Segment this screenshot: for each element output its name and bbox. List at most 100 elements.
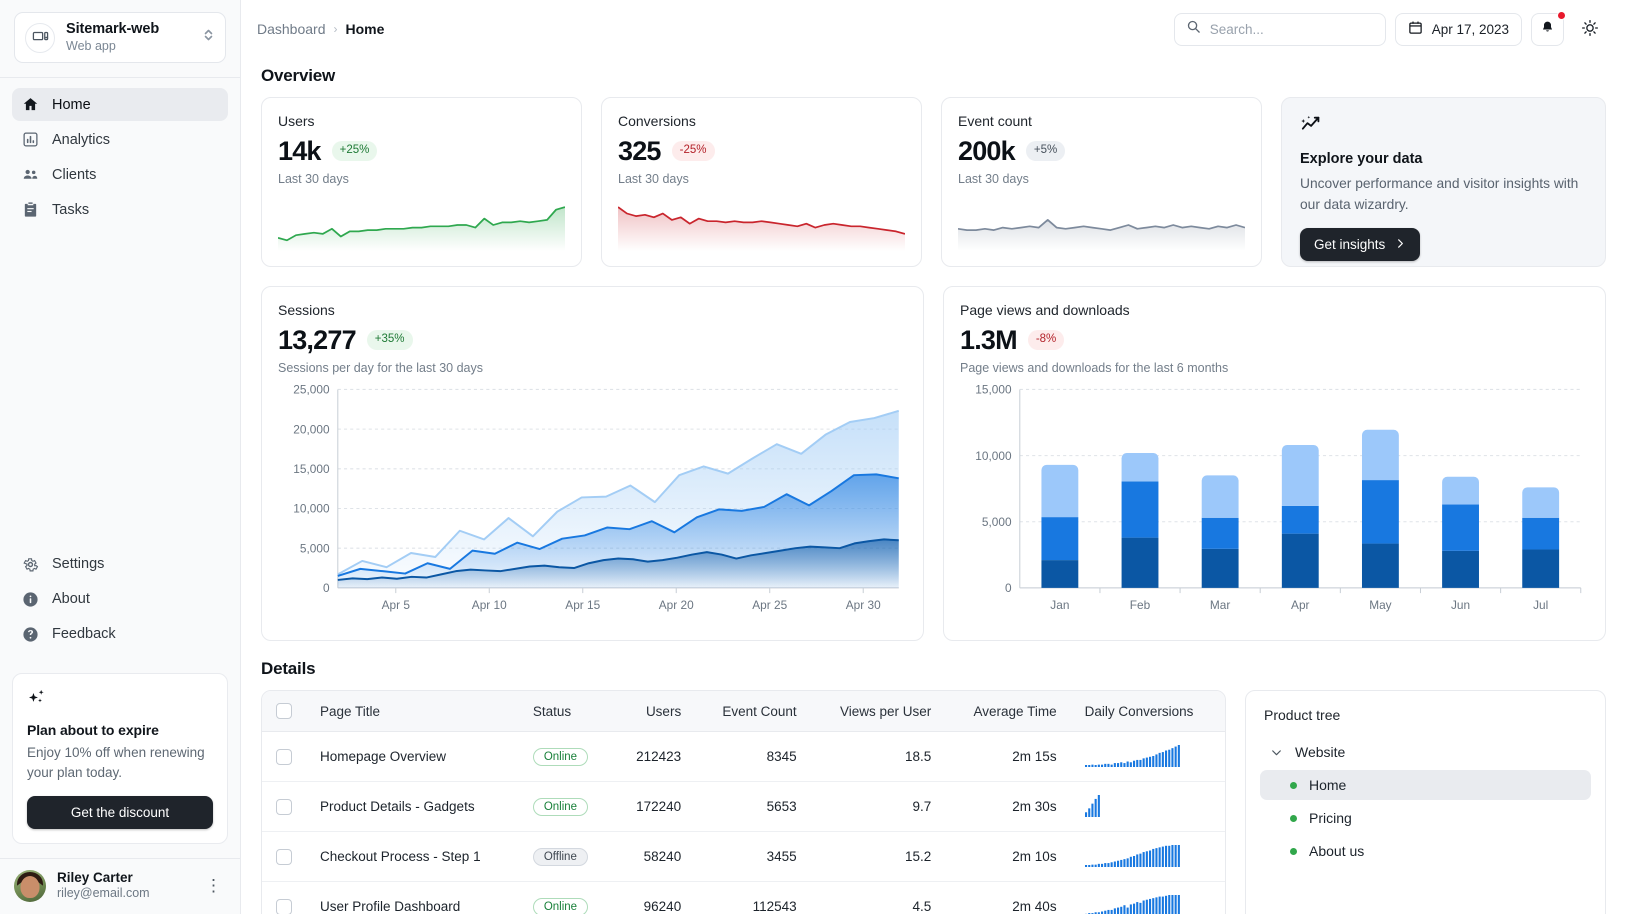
table-row[interactable]: Homepage Overview Online 212423 8345 18.… bbox=[262, 731, 1225, 783]
chevron-updown-icon[interactable] bbox=[202, 27, 215, 48]
sidebar-item-analytics[interactable]: Analytics bbox=[12, 123, 228, 156]
table-row[interactable]: Checkout Process - Step 1 Offline 58240 … bbox=[262, 831, 1225, 883]
sessions-chart[interactable]: 0 5,000 10,000 15,000 20,000 25,000 Apr 5 Apr 1… bbox=[278, 379, 907, 630]
conversions-sparkline bbox=[617, 199, 906, 256]
explore-data-card: Explore your data Uncover performance an… bbox=[1281, 97, 1606, 267]
stat-subtitle: Last 30 days bbox=[618, 172, 689, 187]
gear-icon bbox=[22, 556, 39, 573]
bell-icon bbox=[1540, 20, 1555, 38]
pageviews-chart[interactable]: 0 5,000 10,000 15,000 Jan Feb Mar Apr May Jun Jul bbox=[960, 379, 1589, 630]
table-body: Homepage Overview Online 212423 8345 18.… bbox=[262, 731, 1225, 914]
sessions-title: Sessions bbox=[278, 302, 335, 318]
sessions-subtitle: Sessions per day for the last 30 days bbox=[278, 361, 483, 376]
get-discount-button[interactable]: Get the discount bbox=[27, 795, 213, 829]
tree-node-pricing[interactable]: Pricing bbox=[1260, 803, 1591, 833]
sidebar-item-feedback[interactable]: Feedback bbox=[12, 618, 228, 651]
cell-average-time: 2m 15s bbox=[945, 731, 1071, 783]
get-insights-label: Get insights bbox=[1314, 237, 1386, 253]
svg-text:Jan: Jan bbox=[1050, 598, 1069, 612]
select-all-checkbox[interactable] bbox=[276, 703, 292, 720]
pageviews-card: Page views and downloads 1.3M -8% Page v… bbox=[943, 286, 1606, 641]
stat-card-users: Users 14k +25% Last 30 days bbox=[261, 97, 582, 267]
details-title: Details bbox=[261, 659, 316, 678]
stat-subtitle: Last 30 days bbox=[278, 172, 349, 187]
row-select-cell[interactable] bbox=[262, 831, 306, 883]
cell-daily-conversions bbox=[1070, 731, 1225, 783]
product-tree-title: Product tree bbox=[1264, 707, 1341, 723]
stat-label: Conversions bbox=[618, 113, 696, 129]
search-input[interactable] bbox=[1209, 21, 1374, 37]
col-daily-conversions[interactable]: Daily Conversions bbox=[1070, 691, 1225, 733]
status-badge: +25% bbox=[331, 141, 378, 162]
svg-text:25,000: 25,000 bbox=[293, 383, 330, 397]
tree-node-label: Pricing bbox=[1309, 810, 1352, 826]
row-select-cell[interactable] bbox=[262, 731, 306, 783]
sidebar-item-about[interactable]: About bbox=[12, 583, 228, 616]
cell-users: 58240 bbox=[612, 831, 696, 883]
cell-page-title: Homepage Overview bbox=[306, 731, 519, 783]
sidebar-divider-top bbox=[0, 77, 240, 79]
sidebar-item-home[interactable]: Home bbox=[12, 88, 228, 122]
col-average-time[interactable]: Average Time bbox=[945, 691, 1071, 733]
stat-card-event-count: Event count 200k +5% Last 30 days bbox=[941, 97, 1262, 267]
row-checkbox[interactable] bbox=[276, 849, 292, 866]
tree-node-home[interactable]: Home bbox=[1260, 770, 1591, 800]
row-select-cell[interactable] bbox=[262, 781, 306, 833]
search-box[interactable] bbox=[1173, 12, 1386, 46]
daily-conversions-sparkline bbox=[1084, 795, 1100, 818]
cell-daily-conversions bbox=[1070, 781, 1225, 833]
pageviews-value: 1.3M bbox=[960, 325, 1018, 355]
status-badge: Offline bbox=[532, 847, 588, 866]
tree-node-website[interactable]: Website bbox=[1260, 737, 1591, 767]
row-select-cell[interactable] bbox=[262, 882, 306, 914]
theme-toggle-button[interactable] bbox=[1573, 13, 1606, 46]
cell-event-count: 3455 bbox=[695, 831, 811, 883]
svg-text:5,000: 5,000 bbox=[300, 542, 330, 556]
breadcrumb: Dashboard › Home bbox=[257, 21, 384, 37]
select-all-header bbox=[262, 691, 306, 733]
sessions-value: 13,277 bbox=[278, 325, 357, 355]
sidebar-item-clients[interactable]: Clients bbox=[12, 158, 228, 191]
svg-text:Apr 15: Apr 15 bbox=[565, 598, 600, 612]
brand-subtitle: Web app bbox=[66, 39, 116, 54]
topbar: Dashboard › Home bbox=[241, 0, 1626, 58]
notifications-button[interactable] bbox=[1531, 10, 1566, 46]
status-dot bbox=[1290, 847, 1297, 855]
main-area: Dashboard › Home bbox=[241, 0, 1626, 914]
table-row[interactable]: Product Details - Gadgets Online 172240 … bbox=[262, 781, 1225, 833]
tree-node-about-us[interactable]: About us bbox=[1260, 836, 1591, 866]
col-page-title[interactable]: Page Title bbox=[306, 691, 519, 733]
tree-node-label: About us bbox=[1309, 843, 1365, 859]
table-head: Page Title Status Users Event Count View… bbox=[262, 691, 1225, 733]
sidebar-nav: Home Analytics bbox=[0, 78, 240, 228]
row-checkbox[interactable] bbox=[276, 799, 292, 816]
search-icon bbox=[1186, 19, 1201, 39]
row-checkbox[interactable] bbox=[276, 749, 292, 766]
user-profile-row[interactable]: Riley Carter riley@email.com ⋮ bbox=[0, 859, 240, 914]
sidebar-item-settings[interactable]: Settings bbox=[12, 548, 228, 581]
user-email: riley@email.com bbox=[57, 886, 150, 901]
date-range-label: Apr 17, 2023 bbox=[1431, 21, 1509, 37]
user-more-icon[interactable]: ⋮ bbox=[205, 876, 222, 896]
date-range-button[interactable]: Apr 17, 2023 bbox=[1394, 12, 1522, 46]
cell-daily-conversions bbox=[1070, 831, 1225, 883]
table-row[interactable]: User Profile Dashboard Online 96240 1125… bbox=[262, 882, 1225, 914]
sidebar-item-label: About bbox=[52, 591, 90, 608]
col-event-count[interactable]: Event Count bbox=[695, 691, 811, 733]
stat-card-conversions: Conversions 325 -25% Last 30 days bbox=[601, 97, 922, 267]
cell-status: Online bbox=[518, 781, 613, 833]
get-insights-button[interactable]: Get insights bbox=[1300, 228, 1421, 262]
chevron-down-icon[interactable] bbox=[1270, 746, 1283, 759]
brand-selector[interactable]: Sitemark-web Web app bbox=[14, 12, 226, 64]
breadcrumb-parent[interactable]: Dashboard bbox=[257, 21, 326, 37]
col-views-per-user[interactable]: Views per User bbox=[810, 691, 946, 733]
col-users[interactable]: Users bbox=[612, 691, 696, 733]
cell-event-count: 5653 bbox=[695, 781, 811, 833]
col-status[interactable]: Status bbox=[518, 691, 613, 733]
people-icon bbox=[22, 166, 39, 183]
row-checkbox[interactable] bbox=[276, 899, 292, 914]
pageviews-subtitle: Page views and downloads for the last 6 … bbox=[960, 361, 1229, 376]
sidebar-item-tasks[interactable]: Tasks bbox=[12, 193, 228, 226]
status-dot bbox=[1290, 781, 1297, 789]
sidebar-secondary-nav: Settings About Feedback bbox=[0, 548, 240, 665]
